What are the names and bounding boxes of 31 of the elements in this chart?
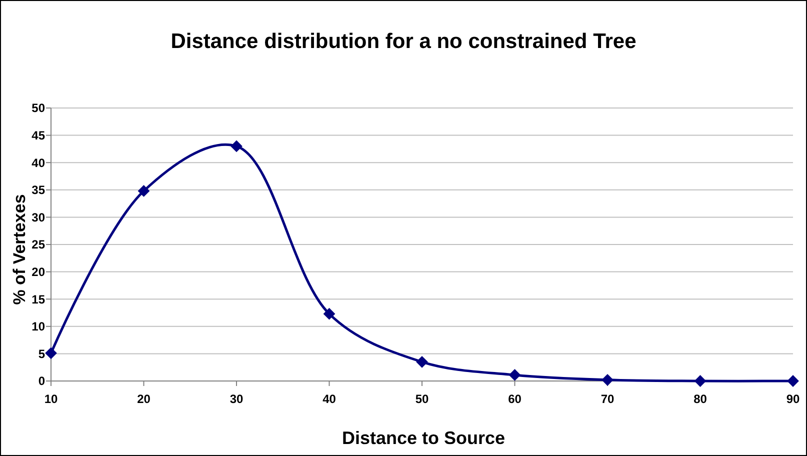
point (602, 374, 614, 386)
point (508, 369, 521, 381)
y-tick-label: 10 (32, 320, 46, 334)
chart-title: Distance distribution for a no constrained Tree (170, 30, 636, 53)
y-tick-label: 5 (38, 346, 46, 361)
y-tick-label: 25 (32, 238, 46, 252)
point (416, 356, 428, 368)
y-tick-label: 15 (32, 292, 46, 306)
x-tick-label: 30 (230, 392, 244, 406)
y-tick-label: 20 (32, 265, 46, 279)
y-tick-label: 50 (32, 101, 46, 116)
x-tick-label: 80 (694, 392, 708, 406)
point (138, 185, 150, 197)
y-tick-label: 30 (32, 210, 46, 224)
y-tick-label: 35 (32, 183, 46, 198)
x-tick-label: 90 (786, 392, 800, 406)
x-tick-label: 70 (600, 392, 614, 406)
y-axis-title: % of Vertexes (10, 194, 29, 305)
x-tick-label: 40 (322, 392, 336, 406)
point (787, 375, 799, 387)
y-tick-label: 0 (38, 374, 46, 388)
y-tick-label: 40 (32, 156, 46, 170)
x-tick-label: 50 (415, 392, 429, 406)
point (323, 308, 336, 320)
point (45, 347, 57, 360)
y-tick-label: 45 (32, 128, 46, 142)
point (694, 375, 706, 387)
x-tick-label: 60 (508, 392, 522, 406)
x-tick-label: 20 (137, 392, 151, 406)
point (230, 140, 242, 152)
x-axis-title: Distance to Source (342, 428, 506, 448)
